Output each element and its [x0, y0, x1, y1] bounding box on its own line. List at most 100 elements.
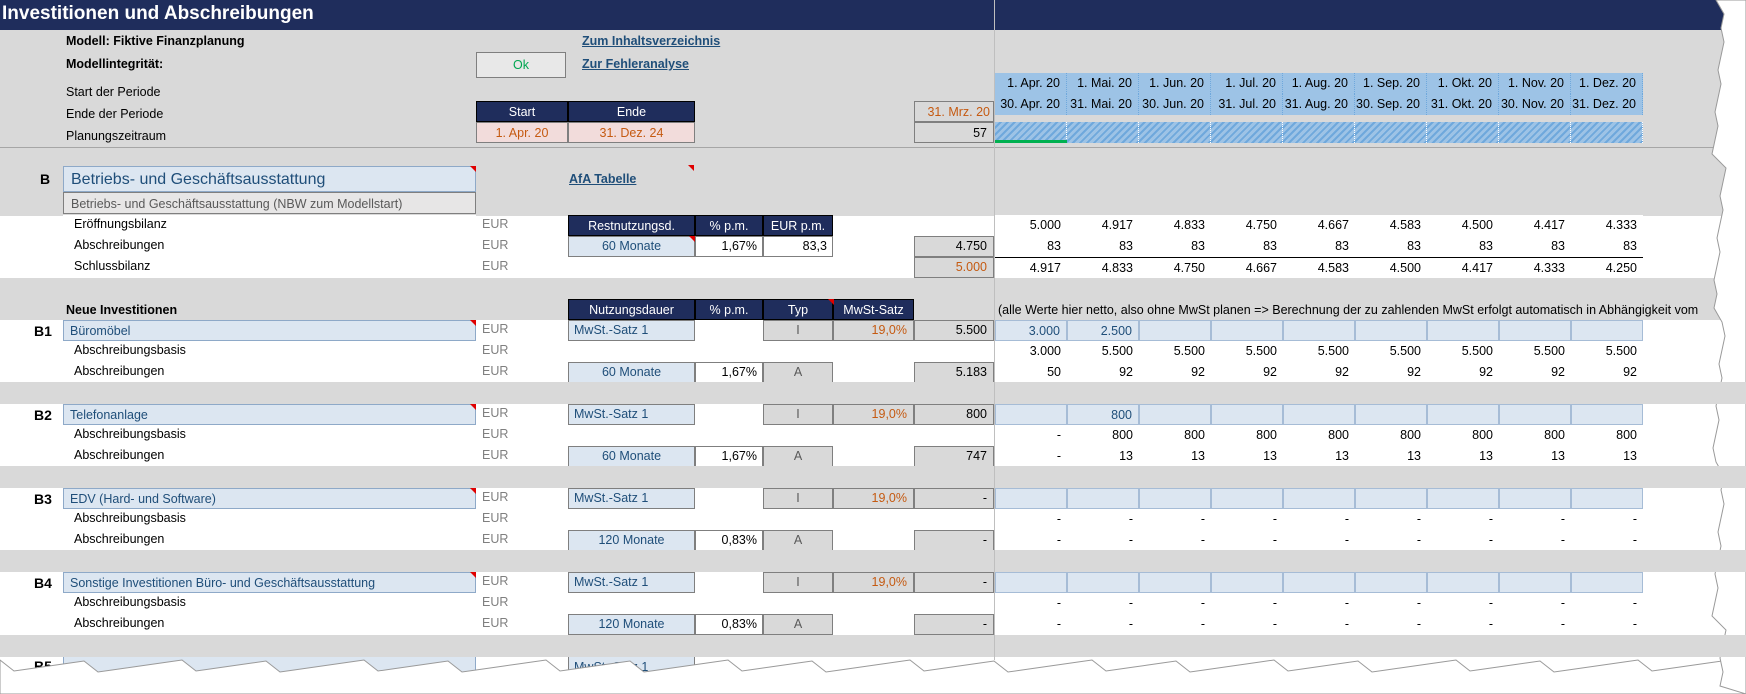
month-input[interactable]	[1571, 488, 1643, 509]
month-input[interactable]	[995, 572, 1067, 593]
month-value: 800	[1211, 425, 1283, 446]
comment-marker-icon	[689, 236, 695, 242]
month-input[interactable]	[995, 488, 1067, 509]
month-input[interactable]	[1355, 320, 1427, 341]
month-input[interactable]	[1211, 320, 1283, 341]
month-input[interactable]	[1211, 404, 1283, 425]
month-value: -	[1067, 530, 1139, 551]
row-label: Abschreibungsbasis	[74, 511, 186, 525]
month-input[interactable]	[1499, 320, 1571, 341]
month-end: 31. Aug. 20	[1283, 94, 1355, 115]
error-analysis-link[interactable]: Zur Fehleranalyse	[582, 57, 689, 71]
month-input[interactable]	[1139, 320, 1211, 341]
unit-label: EUR	[482, 616, 509, 630]
month-value: 800	[1355, 425, 1427, 446]
month-input[interactable]	[1427, 404, 1499, 425]
month-value: 4.333	[1571, 215, 1643, 236]
item-name-input[interactable]: Sonstige Investitionen Büro- und Geschäf…	[63, 572, 476, 593]
row-total: 5.000	[914, 257, 994, 278]
duration-input[interactable]: 60 Monate	[568, 362, 695, 383]
pct-value: 0,83%	[695, 530, 763, 551]
month-input[interactable]: 2.500	[1067, 320, 1139, 341]
month-input[interactable]	[1499, 572, 1571, 593]
col-pct2-header: % p.m.	[695, 299, 763, 320]
month-value: -	[1427, 593, 1499, 614]
month-value: -	[1211, 530, 1283, 551]
month-value: 13	[1427, 446, 1499, 467]
month-input[interactable]	[1499, 404, 1571, 425]
month-input[interactable]	[1571, 404, 1643, 425]
planning-cell	[995, 122, 1067, 143]
vat-rate: 19,0%	[833, 572, 914, 593]
vat-select[interactable]: MwSt.-Satz 1	[568, 404, 695, 425]
month-input[interactable]	[1283, 488, 1355, 509]
duration-input[interactable]: 60 Monate	[568, 236, 695, 257]
month-value: 13	[1067, 446, 1139, 467]
duration-input[interactable]: 120 Monate	[568, 614, 695, 635]
month-value: 92	[1499, 362, 1571, 383]
month-input[interactable]	[995, 404, 1067, 425]
type-invest: I	[763, 488, 833, 509]
month-input[interactable]	[1355, 572, 1427, 593]
month-input[interactable]	[1499, 488, 1571, 509]
vat-select[interactable]: MwSt.-Satz 1	[568, 572, 695, 593]
month-input[interactable]	[1283, 320, 1355, 341]
type-invest: I	[763, 404, 833, 425]
duration-input[interactable]: 60 Monate	[568, 446, 695, 467]
month-value: 13	[1499, 446, 1571, 467]
month-input[interactable]: 3.000	[995, 320, 1067, 341]
month-value: 4.417	[1427, 257, 1499, 278]
month-input[interactable]	[1355, 488, 1427, 509]
item-name-input[interactable]: Büromöbel	[63, 320, 476, 341]
month-value: -	[1427, 509, 1499, 530]
row-bg	[0, 216, 63, 278]
month-value: 4.583	[1283, 257, 1355, 278]
month-input[interactable]	[1571, 572, 1643, 593]
month-value: -	[1571, 614, 1643, 635]
vat-select[interactable]: MwSt.-Satz 1	[568, 320, 695, 341]
month-input[interactable]	[1067, 572, 1139, 593]
pane-divider	[0, 147, 1746, 148]
new-inv-label: Neue Investitionen	[66, 303, 178, 317]
month-input[interactable]	[1139, 404, 1211, 425]
row-label: Abschreibungsbasis	[74, 427, 186, 441]
unit-label: EUR	[482, 448, 509, 462]
comment-marker-icon	[828, 299, 834, 305]
month-input[interactable]	[1139, 572, 1211, 593]
month-input[interactable]: 800	[1067, 404, 1139, 425]
month-value: -	[1211, 509, 1283, 530]
duration-input[interactable]: 120 Monate	[568, 530, 695, 551]
planning-cell	[1499, 122, 1571, 143]
month-input[interactable]	[1283, 404, 1355, 425]
month-value: 83	[1499, 236, 1571, 257]
month-value: 4.750	[1211, 215, 1283, 236]
month-input[interactable]	[1427, 572, 1499, 593]
month-input[interactable]	[1067, 488, 1139, 509]
row-bg	[63, 593, 993, 614]
end-date-input[interactable]: 31. Dez. 24	[568, 122, 695, 143]
start-date-input[interactable]: 1. Apr. 20	[476, 122, 568, 143]
vat-select[interactable]: MwSt.-Satz 1	[568, 488, 695, 509]
month-input[interactable]	[1283, 572, 1355, 593]
item-name-input[interactable]: Telefonanlage	[63, 404, 476, 425]
item-total: 5.500	[914, 320, 994, 341]
row-bg	[63, 509, 993, 530]
planning-months: 57	[914, 122, 994, 143]
month-input[interactable]	[1211, 488, 1283, 509]
month-input[interactable]	[1427, 320, 1499, 341]
month-input[interactable]	[1571, 320, 1643, 341]
month-value: -	[1139, 614, 1211, 635]
month-start: 1. Mai. 20	[1067, 73, 1139, 94]
month-input[interactable]	[1427, 488, 1499, 509]
planning-label: Planungszeitraum	[66, 129, 167, 143]
planning-cell	[1139, 122, 1211, 143]
afa-table-link[interactable]: AfA Tabelle	[569, 172, 637, 186]
month-input[interactable]	[1355, 404, 1427, 425]
title-bar: Investitionen und Abschreibungen	[0, 0, 1746, 30]
unit-label: EUR	[482, 427, 509, 441]
toc-link[interactable]: Zum Inhaltsverzeichnis	[582, 34, 721, 48]
month-value: 800	[1427, 425, 1499, 446]
item-name-input[interactable]: EDV (Hard- und Software)	[63, 488, 476, 509]
month-input[interactable]	[1139, 488, 1211, 509]
month-input[interactable]	[1211, 572, 1283, 593]
